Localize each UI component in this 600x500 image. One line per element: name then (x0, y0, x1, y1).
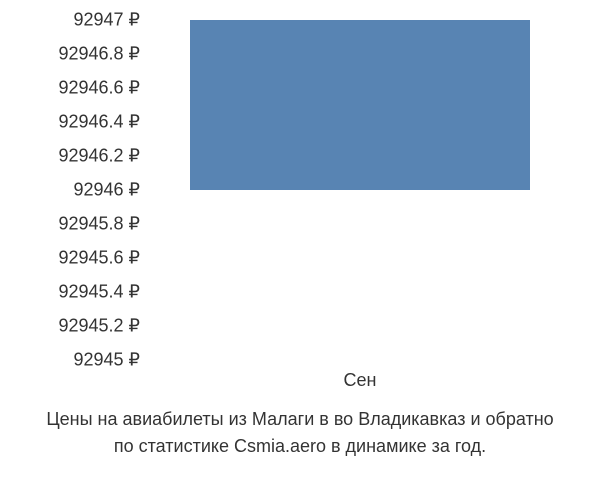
plot-area: Сен (160, 20, 560, 360)
bar (190, 20, 530, 190)
y-tick-label: 92946 ₽ (73, 180, 140, 201)
chart-area: 92947 ₽92946.8 ₽92946.6 ₽92946.4 ₽92946.… (0, 20, 600, 390)
y-tick-label: 92945.4 ₽ (58, 282, 140, 303)
caption-line-1: Цены на авиабилеты из Малаги в во Владик… (0, 406, 600, 433)
y-tick-label: 92946.6 ₽ (58, 78, 140, 99)
y-tick-label: 92945.8 ₽ (58, 214, 140, 235)
y-tick-label: 92946.8 ₽ (58, 44, 140, 65)
y-tick-label: 92947 ₽ (73, 10, 140, 31)
x-axis-label: Сен (344, 370, 377, 391)
y-tick-label: 92946.4 ₽ (58, 112, 140, 133)
y-axis: 92947 ₽92946.8 ₽92946.6 ₽92946.4 ₽92946.… (0, 20, 150, 390)
y-tick-label: 92946.2 ₽ (58, 146, 140, 167)
y-tick-label: 92945 ₽ (73, 350, 140, 371)
y-tick-label: 92945.6 ₽ (58, 248, 140, 269)
caption-line-2: по статистике Csmia.aero в динамике за г… (0, 433, 600, 460)
chart-caption: Цены на авиабилеты из Малаги в во Владик… (0, 406, 600, 460)
y-tick-label: 92945.2 ₽ (58, 316, 140, 337)
